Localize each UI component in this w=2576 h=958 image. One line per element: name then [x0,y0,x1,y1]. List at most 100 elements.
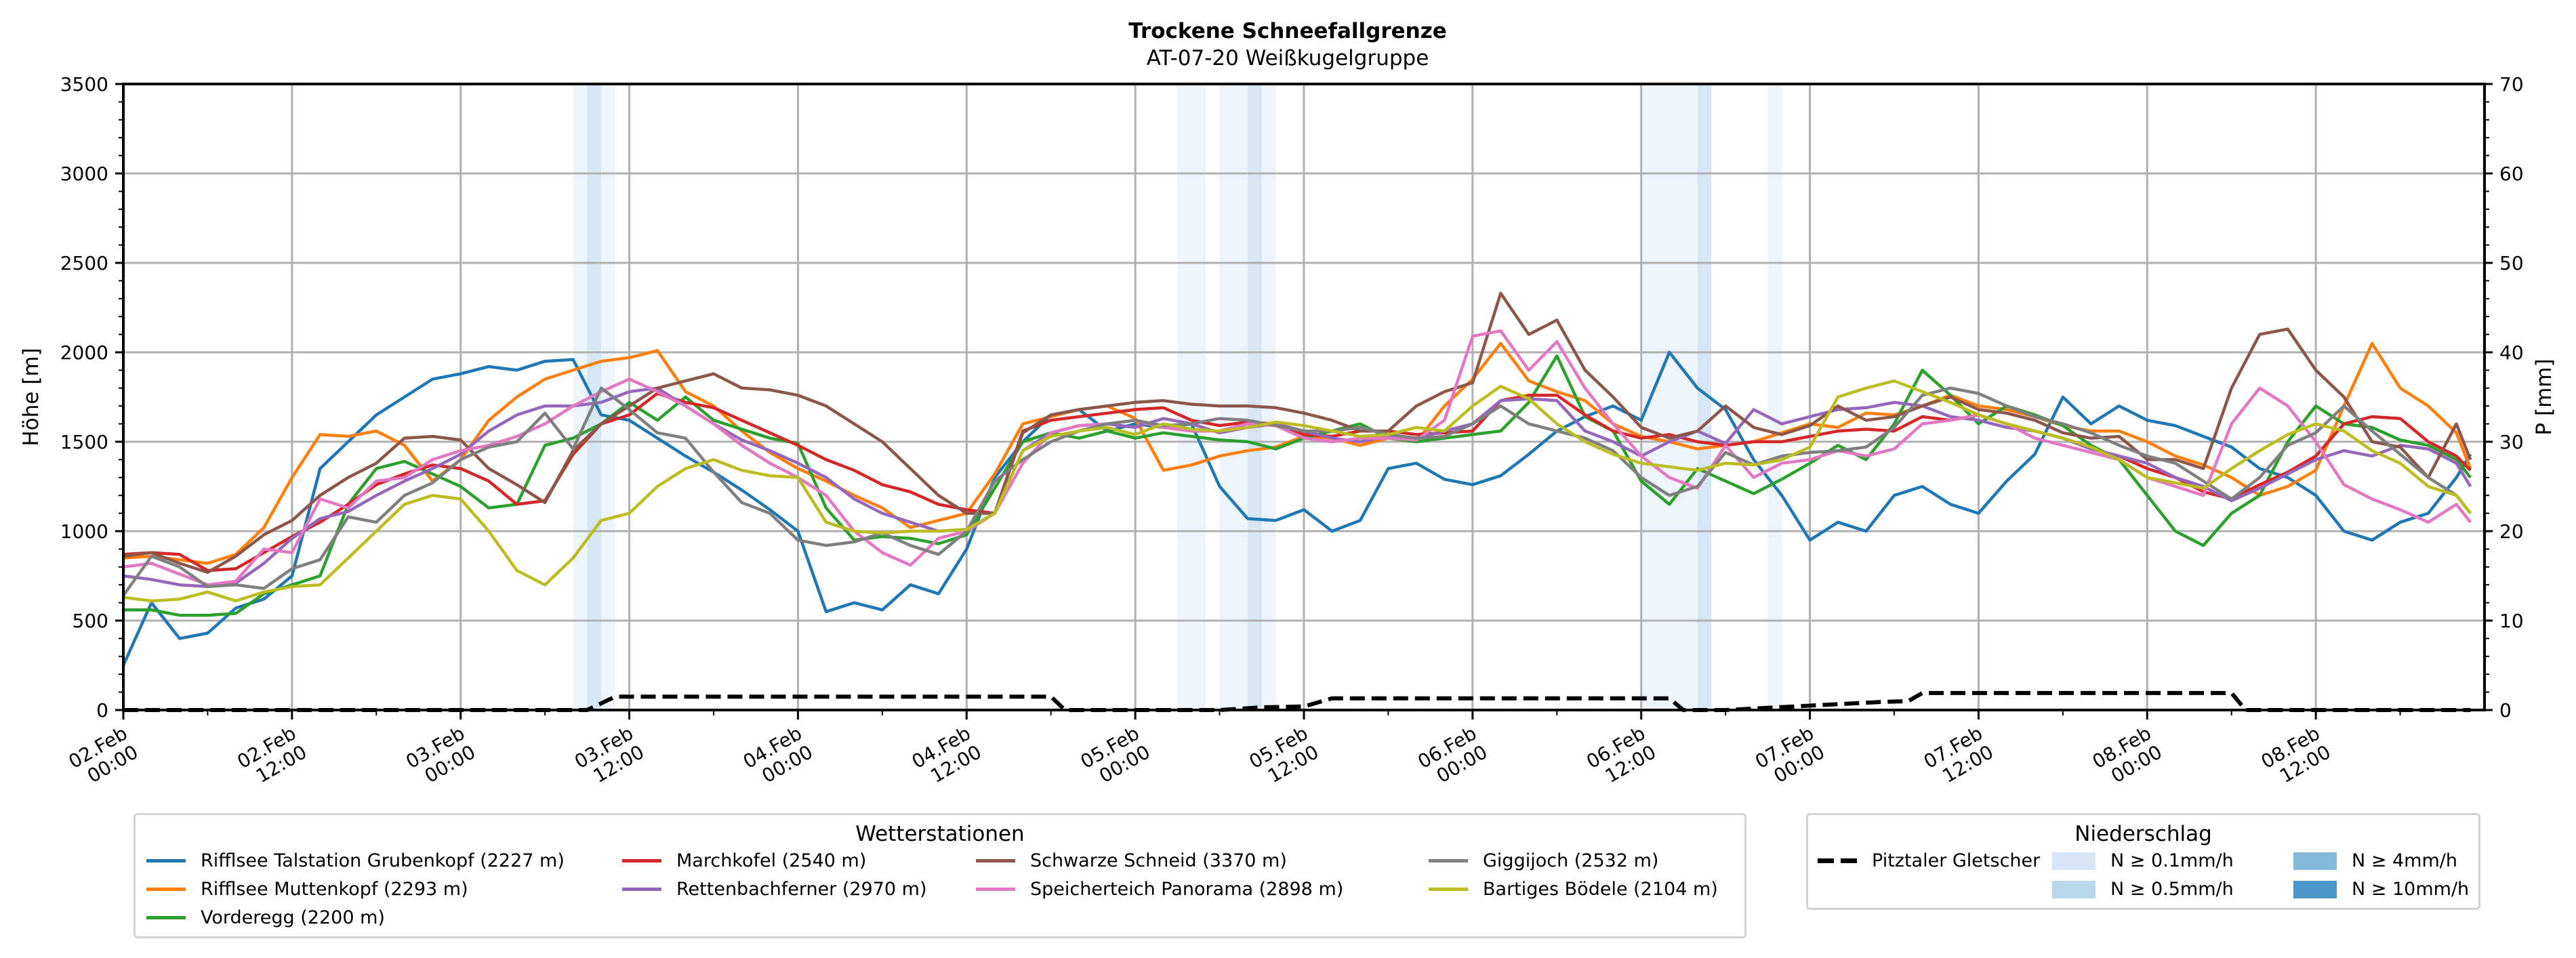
y-tick-label: 0 [96,699,108,722]
line-swatch [146,916,186,919]
legend-label: N ≥ 0.1mm/h [2110,850,2234,871]
series-layer [121,291,2472,712]
legend-precipitation-title: Niederschlag [2074,822,2212,846]
line-swatch [976,859,1015,862]
series-line-2 [123,354,2472,617]
legend-entry-station-4: Rettenbachferner (2970 m) [622,879,927,900]
y2-tick-label: 40 [2499,341,2524,364]
patch-swatch [2052,880,2095,898]
y2-tick-label: 20 [2499,520,2524,543]
series-line-7 [122,386,2472,597]
y2-tick-label: 0 [2499,699,2512,722]
patch-swatch [2293,852,2337,870]
legend-label: N ≥ 10mm/h [2352,879,2470,900]
legend-entry-station-0: Rifflsee Talstation Grubenkopf (2227 m) [146,850,565,871]
legend-precipitation: Niederschlag Pitztaler Gletscher N ≥ 0.1… [1806,813,2480,910]
y2-tick-label: 70 [2499,73,2524,96]
series-line-1 [123,341,2472,565]
precip-shade-band [601,84,615,710]
precip-shade-band [573,84,588,710]
legend-entry-station-6: Speicherteich Panorama (2898 m) [976,879,1343,900]
legend-label: N ≥ 0.5mm/h [2110,879,2234,900]
line-swatch [622,859,661,862]
legend-label: Pitztaler Gletscher [1872,850,2041,871]
line-swatch [622,888,661,891]
chart-title: Trockene Schneefallgrenze [1128,19,1447,43]
series-line-4 [123,386,2472,589]
chart-subtitle: AT-07-20 Weißkugelgruppe [1147,46,1429,70]
legend-entry-precip-3: N ≥ 10mm/h [2293,879,2469,900]
legend-entry-station-5: Schwarze Schneid (3370 m) [976,850,1287,871]
legend-entry-precip-2: N ≥ 4mm/h [2293,850,2457,871]
series-line-0 [121,350,2472,666]
precip-shade-band [1697,84,1712,710]
line-swatch [146,888,186,891]
y-tick-label: 1500 [60,431,108,453]
legend-label: Speicherteich Panorama (2898 m) [1030,879,1344,900]
legend-stations: Wetterstationen Rifflsee Talstation Grub… [134,813,1746,938]
legend-label: Rifflsee Talstation Grubenkopf (2227 m) [201,850,565,871]
precip-shade-band [587,84,602,710]
y-tick-label: 500 [73,610,108,632]
y-tick-label: 2500 [60,252,108,274]
precip-shade-band [1248,84,1262,710]
legend-entry-precip-0: N ≥ 0.1mm/h [2052,850,2234,871]
precipitation-shading-layer [573,84,1782,710]
precip-shade-band [1177,84,1206,710]
legend-entry-station-8: Bartiges Bödele (2104 m) [1429,879,1718,900]
legend-label: Rettenbachferner (2970 m) [676,879,927,900]
patch-swatch [2052,852,2095,870]
line-swatch [146,859,186,862]
legend-label: Marchkofel (2540 m) [676,850,867,871]
patch-swatch [2293,880,2337,898]
precip-shade-band [1767,84,1782,710]
y2-tick-label: 60 [2499,163,2524,185]
series-line-6 [123,329,2472,587]
legend-label: Bartiges Bödele (2104 m) [1483,879,1718,900]
y2-tick-label: 10 [2499,610,2524,632]
legend-entry-station-7: Giggijoch (2532 m) [1429,850,1658,871]
legend-label: Giggijoch (2532 m) [1483,850,1659,871]
y-axis-label: Höhe [m] [19,348,43,446]
legend-label: Vorderegg (2200 m) [201,907,385,928]
y-tick-label: 3500 [60,73,108,96]
legend-entry-station-3: Marchkofel (2540 m) [622,850,866,871]
series-line-3 [123,392,2472,572]
legend-label: N ≥ 4mm/h [2352,850,2457,871]
legend-label: Rifflsee Muttenkopf (2293 m) [201,879,468,900]
legend-label: Schwarze Schneid (3370 m) [1030,850,1287,871]
y-tick-label: 2000 [60,341,108,364]
legend-entry-precip-1: N ≥ 0.5mm/h [2052,879,2234,900]
line-swatch [976,888,1015,891]
line-swatch [1429,859,1468,862]
series-line-8 [123,379,2472,603]
dashed-line-swatch [1818,858,1857,863]
legend-stations-title: Wetterstationen [855,822,1025,846]
legend-entry-station-1: Rifflsee Muttenkopf (2293 m) [146,879,468,900]
y-tick-label: 1000 [60,520,108,543]
legend-entry-pitztaler: Pitztaler Gletscher [1818,850,2040,871]
precip-line-pitztaler [123,690,2471,712]
legend-entry-station-2: Vorderegg (2200 m) [146,907,385,928]
y2-tick-label: 30 [2499,431,2524,453]
precip-shade-band [1219,84,1248,710]
line-swatch [1429,888,1468,891]
series-line-5 [123,291,2472,574]
grid-layer [123,84,2485,710]
y2-tick-label: 50 [2499,252,2524,274]
y-tick-label: 3000 [60,163,108,185]
